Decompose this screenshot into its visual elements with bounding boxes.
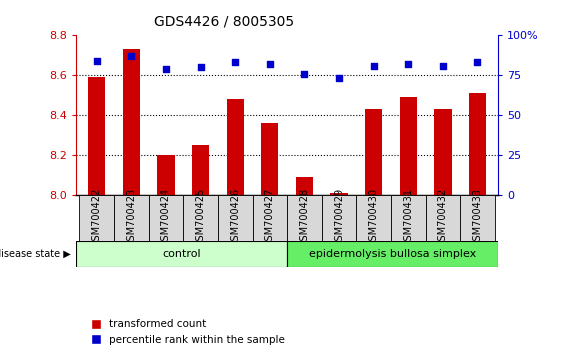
Bar — [218, 195, 253, 241]
Bar — [261, 123, 279, 195]
Bar — [365, 109, 382, 195]
Point — [162, 66, 171, 72]
Bar — [426, 195, 460, 241]
Point — [369, 63, 378, 68]
Text: GSM700428: GSM700428 — [300, 188, 310, 247]
Text: GSM700430: GSM700430 — [369, 188, 379, 247]
Text: GSM700424: GSM700424 — [161, 188, 171, 247]
Text: GSM700432: GSM700432 — [438, 188, 448, 247]
Bar — [460, 195, 495, 241]
Text: GDS4426 / 8005305: GDS4426 / 8005305 — [154, 14, 294, 28]
Point — [231, 59, 240, 65]
Bar — [76, 241, 287, 267]
Bar — [226, 99, 244, 195]
Bar — [192, 145, 209, 195]
Point — [92, 58, 101, 64]
Bar — [114, 195, 149, 241]
Legend: transformed count, percentile rank within the sample: transformed count, percentile rank withi… — [81, 315, 289, 349]
Text: GSM700429: GSM700429 — [334, 188, 344, 247]
Bar — [157, 155, 175, 195]
Bar — [296, 177, 313, 195]
Bar — [123, 49, 140, 195]
Point — [265, 61, 274, 67]
Point — [127, 53, 136, 59]
Bar — [330, 193, 348, 195]
Bar — [400, 97, 417, 195]
Bar — [469, 93, 486, 195]
Text: GSM700425: GSM700425 — [195, 188, 205, 247]
Text: GSM700422: GSM700422 — [92, 188, 102, 247]
Text: GSM700426: GSM700426 — [230, 188, 240, 247]
Point — [439, 63, 448, 68]
Bar — [391, 195, 426, 241]
Text: disease state ▶: disease state ▶ — [0, 249, 70, 259]
Text: GSM700433: GSM700433 — [472, 188, 482, 247]
Bar — [287, 241, 498, 267]
Bar — [321, 195, 356, 241]
Bar — [356, 195, 391, 241]
Text: epidermolysis bullosa simplex: epidermolysis bullosa simplex — [309, 249, 476, 259]
Point — [473, 59, 482, 65]
Point — [404, 61, 413, 67]
Bar — [149, 195, 184, 241]
Text: control: control — [162, 249, 201, 259]
Bar — [287, 195, 321, 241]
Text: GSM700431: GSM700431 — [403, 188, 413, 247]
Bar — [88, 77, 105, 195]
Text: GSM700427: GSM700427 — [265, 188, 275, 247]
Point — [196, 64, 205, 70]
Point — [334, 75, 343, 81]
Bar — [184, 195, 218, 241]
Bar — [253, 195, 287, 241]
Point — [300, 71, 309, 76]
Bar — [434, 109, 452, 195]
Text: GSM700423: GSM700423 — [126, 188, 136, 247]
Bar — [79, 195, 114, 241]
